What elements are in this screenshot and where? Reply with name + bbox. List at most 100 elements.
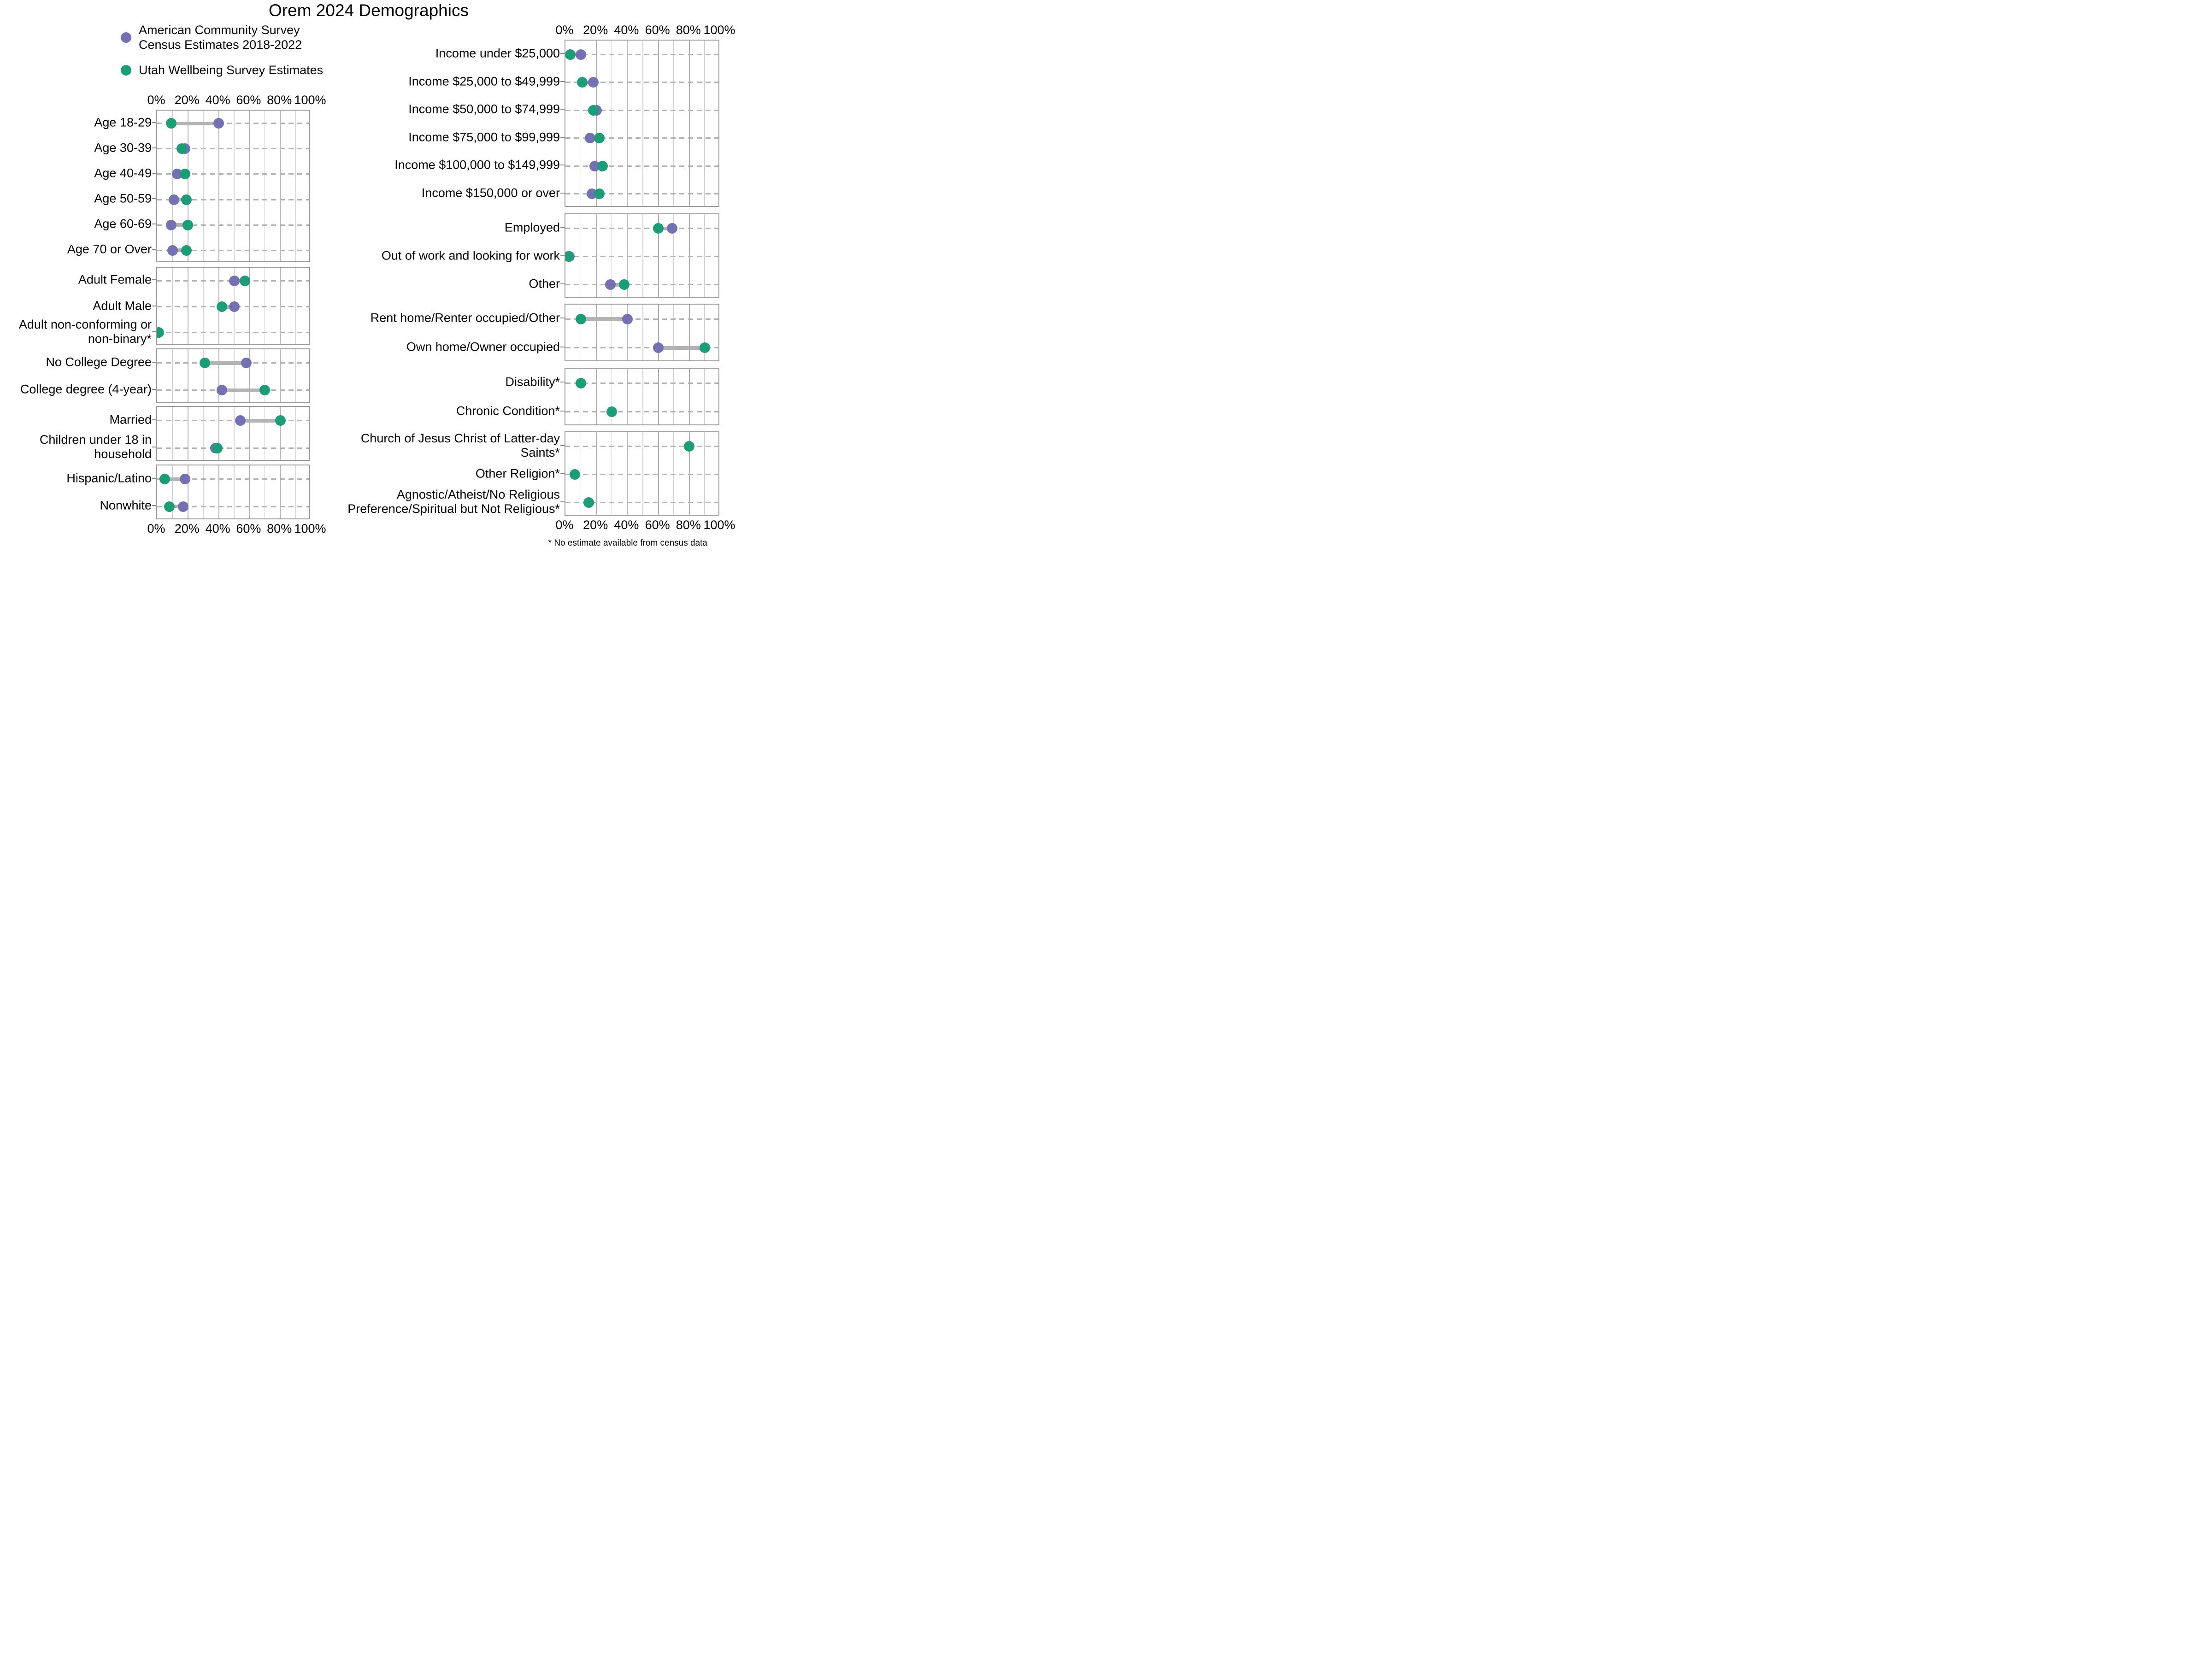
- row-guide: [565, 284, 718, 285]
- survey-dot: [619, 279, 630, 290]
- axis-tick: [152, 147, 156, 148]
- gridline: [642, 41, 643, 206]
- census-dot: [241, 358, 252, 368]
- panel-income: [565, 40, 719, 207]
- gridline: [704, 305, 705, 360]
- row-label: Rent home/Renter occupied/Other: [370, 311, 560, 325]
- gridline: [218, 465, 219, 518]
- dumbbell-connector: [581, 317, 628, 321]
- axis-tick: [560, 81, 565, 82]
- census-dot: [165, 219, 176, 230]
- gridline: [280, 349, 281, 402]
- survey-dot: [569, 469, 580, 480]
- axis-tick: [152, 388, 156, 390]
- gridline: [658, 41, 659, 206]
- row-label: Out of work and looking for work: [381, 248, 560, 262]
- gridline: [596, 41, 597, 206]
- x-tick-label-top: 80%: [267, 93, 292, 107]
- survey-dot: [159, 474, 171, 485]
- gridline: [596, 432, 597, 515]
- row-guide: [157, 148, 309, 150]
- survey-dot: [699, 342, 710, 353]
- row-label: Church of Jesus Christ of Latter-day Sai…: [360, 431, 560, 459]
- axis-tick: [560, 255, 565, 256]
- x-tick-label-bottom: 100%: [294, 522, 326, 535]
- axis-tick: [560, 410, 565, 412]
- gridline: [295, 407, 296, 460]
- x-tick-label-top: 60%: [645, 23, 670, 37]
- row-label: Married: [109, 412, 152, 427]
- survey-dot: [684, 441, 695, 452]
- row-guide: [565, 228, 718, 229]
- axis-tick: [152, 419, 156, 420]
- row-label: Own home/Owner occupied: [406, 340, 560, 354]
- row-label: Nonwhite: [100, 498, 152, 512]
- gridline: [203, 268, 204, 344]
- gridline: [280, 268, 281, 344]
- axis-tick: [560, 192, 565, 194]
- axis-tick: [152, 198, 156, 200]
- x-tick-label-bottom: 100%: [703, 518, 735, 532]
- x-tick-label-top: 0%: [147, 93, 165, 107]
- x-tick-label-bottom: 20%: [174, 522, 200, 535]
- census-dot: [576, 49, 587, 60]
- gridline: [658, 214, 659, 297]
- legend-item-census: American Community Survey Census Estimate…: [121, 23, 302, 52]
- row-guide: [565, 193, 718, 195]
- dumbbell-connector: [205, 361, 247, 365]
- gridline: [234, 407, 235, 460]
- axis-tick: [560, 501, 565, 502]
- row-guide: [565, 347, 718, 349]
- gridline: [280, 465, 281, 518]
- row-guide: [157, 420, 309, 422]
- row-label: Income $50,000 to $74,999: [408, 102, 560, 116]
- gridline: [172, 465, 173, 518]
- panel-family: [156, 406, 310, 461]
- row-label: Children under 18 in household: [39, 433, 152, 461]
- gridline: [580, 41, 582, 206]
- dumbbell-connector: [658, 346, 705, 350]
- survey-dot: [182, 219, 194, 230]
- row-guide: [157, 249, 309, 251]
- x-tick-label-top: 80%: [676, 23, 701, 37]
- survey-dot: [594, 133, 605, 144]
- gridline: [249, 268, 250, 344]
- gridline: [673, 214, 674, 297]
- x-tick-label-bottom: 0%: [555, 518, 574, 532]
- gridline: [596, 305, 597, 360]
- gridline: [249, 465, 250, 518]
- x-tick-label-top: 100%: [294, 93, 326, 107]
- gridline: [688, 369, 690, 424]
- gridline: [704, 214, 705, 297]
- gridline: [203, 465, 204, 518]
- row-guide: [565, 446, 718, 447]
- dumbbell-connector: [171, 223, 188, 227]
- gridline: [295, 465, 296, 518]
- survey-dot: [576, 377, 587, 388]
- axis-tick: [560, 283, 565, 284]
- row-guide: [157, 447, 309, 449]
- chart-page: Orem 2024 Demographics American Communit…: [0, 0, 737, 553]
- gridline: [658, 369, 659, 424]
- row-label: Other: [529, 276, 560, 290]
- row-guide: [157, 506, 309, 507]
- row-guide: [565, 502, 718, 503]
- gridline: [203, 349, 204, 402]
- survey-dot: [577, 77, 588, 88]
- survey-dot: [275, 415, 286, 426]
- x-tick-label-top: 100%: [703, 23, 735, 37]
- gridline: [642, 305, 643, 360]
- survey-dot: [164, 501, 175, 512]
- row-label: Age 60-69: [94, 217, 152, 231]
- axis-tick: [152, 172, 156, 174]
- gridline: [218, 407, 219, 460]
- row-guide: [157, 478, 309, 480]
- row-guide: [565, 318, 718, 320]
- row-label: Hispanic/Latino: [66, 471, 152, 485]
- dumbbell-connector: [165, 477, 185, 481]
- axis-tick: [560, 473, 565, 474]
- gridline: [172, 268, 173, 344]
- row-label: Adult Male: [93, 298, 152, 312]
- gridline: [580, 305, 582, 360]
- dumbbell-connector: [174, 198, 187, 202]
